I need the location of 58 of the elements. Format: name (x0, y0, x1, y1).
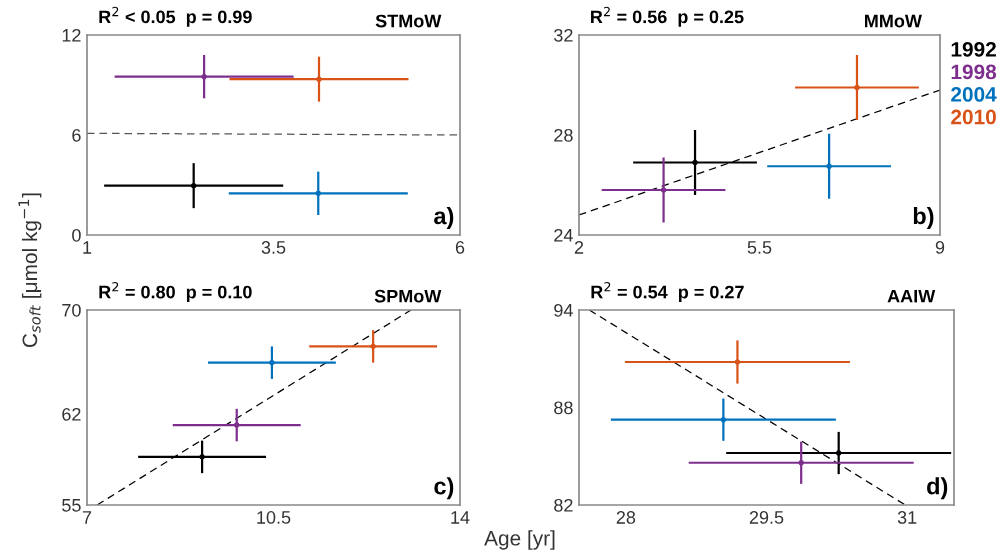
x-tick-label: 14 (451, 511, 470, 524)
y-axis-title: C$_{soft}$ [μmol kg$^{−1}$] (18, 193, 42, 348)
point (233, 422, 240, 428)
annotation: a) (434, 206, 454, 229)
annotation: c) (434, 477, 454, 500)
chart-title: R$^{2}$ = 0.80 p = 0.10 (99, 281, 252, 303)
point (854, 84, 860, 91)
point (316, 76, 322, 82)
text: 1998 (951, 64, 997, 80)
y-tick-label: 88 (554, 401, 573, 415)
y-tick-label: 32 (554, 28, 573, 42)
y-tick-label: 82 (554, 498, 573, 512)
y-tick-label: 94 (554, 303, 573, 317)
chart-title: R$^{2}$ < 0.05 p = 0.99 (99, 6, 252, 27)
x-tick-label: 10.5 (257, 511, 291, 524)
x-tick-label: 2 (574, 241, 584, 254)
point (720, 416, 727, 423)
text: 1992 (951, 41, 996, 57)
x-tick-label: 28 (616, 511, 636, 524)
x-tick-label: 1 (83, 241, 92, 254)
chart-subtitle: AAIW (887, 289, 936, 303)
point (370, 343, 376, 350)
chart-subtitle: MMoW (865, 14, 922, 28)
chart-subtitle: SPMoW (374, 289, 442, 303)
annotation: d) (927, 477, 948, 500)
text: 2004 (951, 87, 997, 102)
point (734, 359, 741, 365)
y-tick-label: 62 (62, 407, 81, 421)
point (660, 187, 667, 193)
point (315, 190, 322, 197)
x-tick-label: 5.5 (747, 241, 772, 254)
point (190, 182, 197, 189)
y-tick-label: 55 (62, 499, 81, 512)
point (269, 359, 275, 366)
x-axis-title: Age [yr] (484, 530, 555, 550)
chart-title: R$^{2}$ = 0.56 p = 0.25 (591, 6, 744, 27)
x-tick-label: 31 (897, 511, 917, 524)
y-tick-label: 24 (554, 228, 573, 242)
point (201, 73, 207, 80)
point (798, 459, 804, 466)
x-tick-label: 3.5 (261, 241, 286, 254)
y-tick-label: 12 (62, 28, 81, 42)
x-tick-label: 9 (935, 241, 945, 254)
y-tick-label: 70 (62, 303, 81, 317)
x-tick-label: 6 (455, 241, 465, 254)
point (826, 163, 832, 170)
x-tick-label: 29.5 (749, 511, 784, 524)
y-tick-label: 0 (72, 228, 81, 242)
point (199, 454, 205, 460)
annotation: b) (913, 206, 934, 229)
point (835, 450, 842, 456)
chart-subtitle: STMoW (375, 14, 442, 28)
y-tick-label: 6 (72, 128, 81, 142)
point (692, 159, 698, 166)
text: 2010 (951, 109, 996, 125)
y-tick-label: 28 (554, 128, 573, 142)
chart-title: R$^{2}$ = 0.54 p = 0.27 (591, 281, 744, 303)
x-tick-label: 7 (82, 511, 92, 524)
